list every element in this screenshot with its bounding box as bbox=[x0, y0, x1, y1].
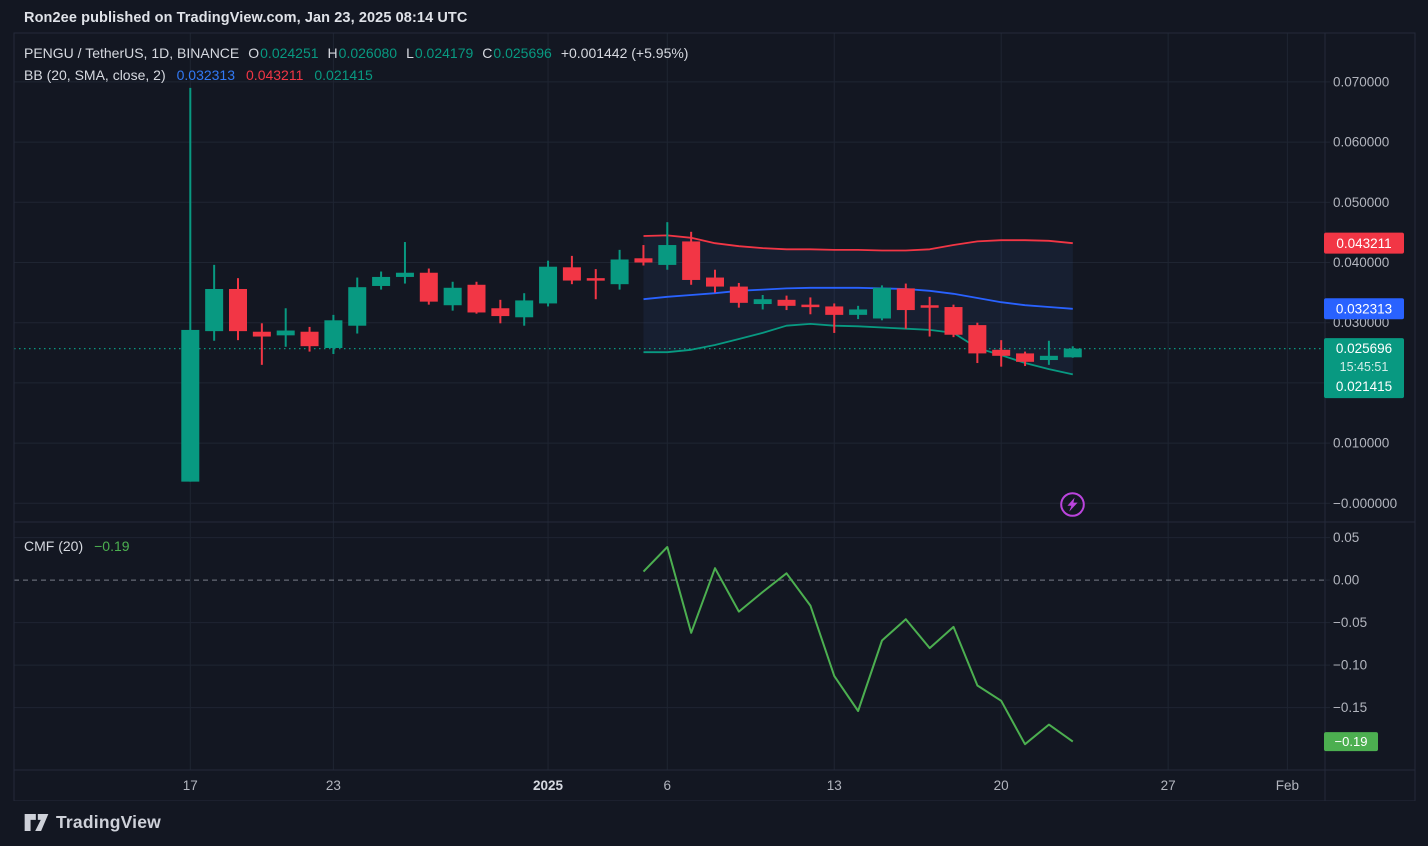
low-label: L bbox=[406, 45, 414, 61]
svg-text:−0.000000: −0.000000 bbox=[1333, 496, 1397, 511]
svg-text:−0.19: −0.19 bbox=[1335, 734, 1368, 749]
open-value: 0.024251 bbox=[260, 45, 319, 61]
high-label: H bbox=[327, 45, 338, 61]
close-value: 0.025696 bbox=[493, 45, 552, 61]
tradingview-logo[interactable]: TradingView bbox=[24, 812, 161, 833]
svg-text:−0.10: −0.10 bbox=[1333, 658, 1367, 673]
svg-text:0.021415: 0.021415 bbox=[1336, 379, 1392, 394]
svg-text:0.05: 0.05 bbox=[1333, 530, 1359, 545]
cmf-value: −0.19 bbox=[94, 538, 130, 554]
svg-text:−0.15: −0.15 bbox=[1333, 700, 1367, 715]
time-axis[interactable] bbox=[14, 770, 1325, 801]
tradingview-logo-text: TradingView bbox=[56, 812, 161, 832]
svg-text:0.00: 0.00 bbox=[1333, 573, 1359, 588]
bb-basis-value: 0.032313 bbox=[176, 67, 236, 83]
svg-text:0.043211: 0.043211 bbox=[1336, 236, 1391, 251]
change-value: +0.001442 (+5.95%) bbox=[560, 45, 689, 61]
svg-text:2025: 2025 bbox=[533, 778, 564, 793]
svg-text:15:45:51: 15:45:51 bbox=[1340, 360, 1389, 374]
svg-text:27: 27 bbox=[1161, 778, 1176, 793]
svg-text:6: 6 bbox=[664, 778, 672, 793]
svg-text:0.070000: 0.070000 bbox=[1333, 74, 1389, 89]
svg-text:17: 17 bbox=[183, 778, 198, 793]
bb-indicator-title[interactable]: BB (20, SMA, close, 2) bbox=[24, 67, 166, 83]
svg-text:0.050000: 0.050000 bbox=[1333, 195, 1389, 210]
publish-header: Ron2ee published on TradingView.com, Jan… bbox=[24, 10, 467, 26]
svg-text:0.040000: 0.040000 bbox=[1333, 255, 1389, 270]
high-value: 0.026080 bbox=[338, 45, 398, 61]
low-value: 0.024179 bbox=[414, 45, 474, 61]
svg-text:23: 23 bbox=[326, 778, 341, 793]
footer-bar: TradingView bbox=[0, 801, 1428, 846]
tradingview-logo-icon bbox=[24, 813, 49, 832]
main-symbol-legend: PENGU / TetherUS, 1D, BINANCE O0.024251 H0… bbox=[24, 45, 688, 61]
boost-lightning-icon[interactable] bbox=[1058, 490, 1087, 519]
svg-text:13: 13 bbox=[827, 778, 842, 793]
price-axis[interactable] bbox=[1325, 33, 1415, 770]
bb-legend: BB (20, SMA, close, 2) 0.032313 0.043211 0.… bbox=[24, 67, 373, 83]
open-label: O bbox=[248, 45, 260, 61]
bb-lower-value: 0.021415 bbox=[314, 67, 373, 83]
svg-text:0.032313: 0.032313 bbox=[1336, 301, 1392, 316]
cmf-legend: CMF (20) −0.19 bbox=[24, 538, 130, 554]
svg-text:−0.05: −0.05 bbox=[1333, 615, 1367, 630]
cmf-indicator-title[interactable]: CMF (20) bbox=[24, 538, 84, 554]
svg-text:0.025696: 0.025696 bbox=[1336, 341, 1392, 356]
svg-text:20: 20 bbox=[994, 778, 1009, 793]
symbol-title[interactable]: PENGU / TetherUS, 1D, BINANCE bbox=[24, 45, 240, 61]
svg-text:0.010000: 0.010000 bbox=[1333, 436, 1389, 451]
svg-text:0.060000: 0.060000 bbox=[1333, 135, 1389, 150]
bb-upper-value: 0.043211 bbox=[246, 67, 304, 83]
publish-text: Ron2ee published on TradingView.com, Jan… bbox=[24, 10, 468, 26]
svg-text:Feb: Feb bbox=[1276, 778, 1299, 793]
close-label: C bbox=[482, 45, 493, 61]
